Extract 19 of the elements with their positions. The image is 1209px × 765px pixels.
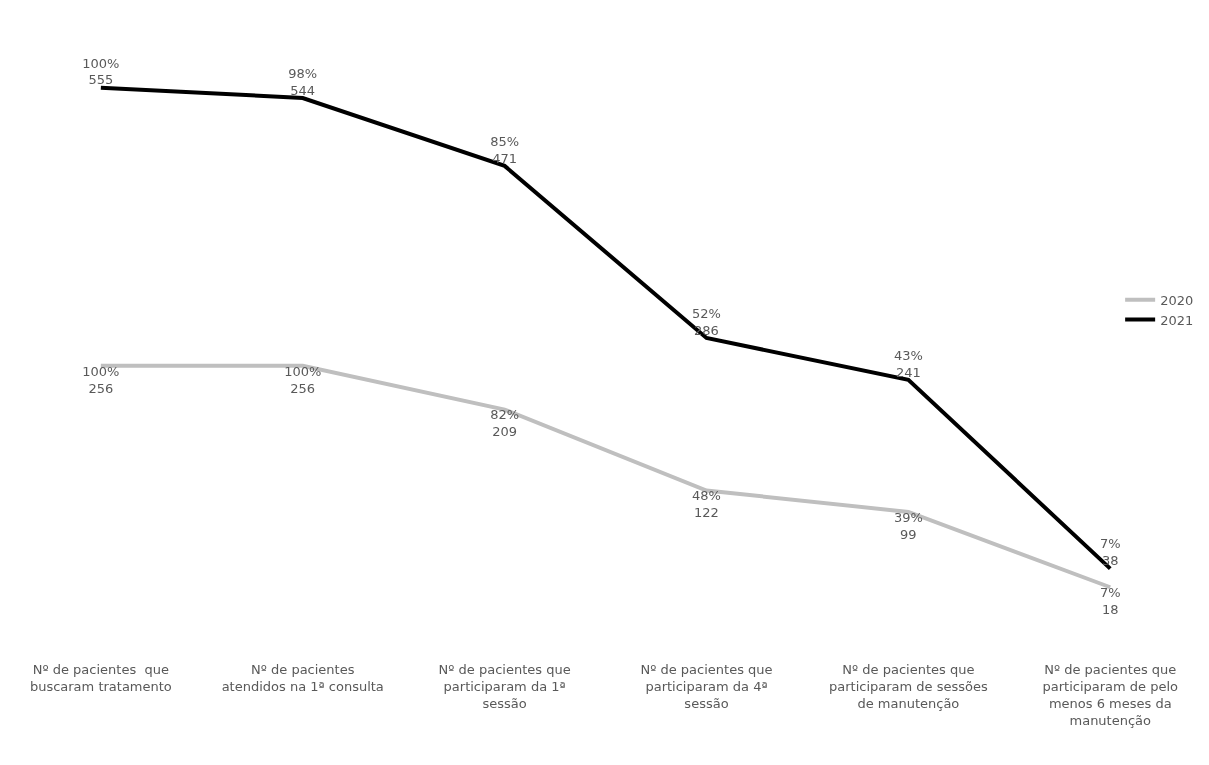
data-label: 39% 99 bbox=[893, 509, 923, 542]
data-label: 43% 241 bbox=[893, 347, 923, 380]
x-tick-label: Nº de pacientes que participaram da 1ª sessão bbox=[438, 662, 571, 711]
legend-label: 2020 bbox=[1160, 292, 1194, 308]
data-label: 100% 555 bbox=[82, 55, 120, 88]
x-tick-label: Nº de pacientes que participaram de pelo menos 6 meses da manutenção bbox=[1042, 662, 1179, 728]
x-tick-label: Nº de pacientes atendidos na 1ª consulta bbox=[221, 662, 384, 694]
data-label: 7% 38 bbox=[1099, 536, 1121, 569]
data-label: 100% 256 bbox=[82, 363, 120, 396]
data-label: 100% 256 bbox=[284, 363, 322, 396]
data-label: 7% 18 bbox=[1099, 585, 1121, 617]
x-tick-label: Nº de pacientes que participaram da 4ª sessão bbox=[640, 662, 773, 711]
legend-label: 2021 bbox=[1160, 312, 1194, 328]
data-label: 48% 122 bbox=[692, 488, 721, 521]
data-label: 98% 544 bbox=[288, 65, 318, 98]
x-tick-label: Nº de pacientes que buscaram tratamento bbox=[29, 662, 172, 694]
data-label: 82% 209 bbox=[490, 407, 520, 440]
data-label: 85% 471 bbox=[490, 133, 520, 166]
x-tick-label: Nº de pacientes que participaram de sessões de manutenção bbox=[828, 662, 988, 711]
